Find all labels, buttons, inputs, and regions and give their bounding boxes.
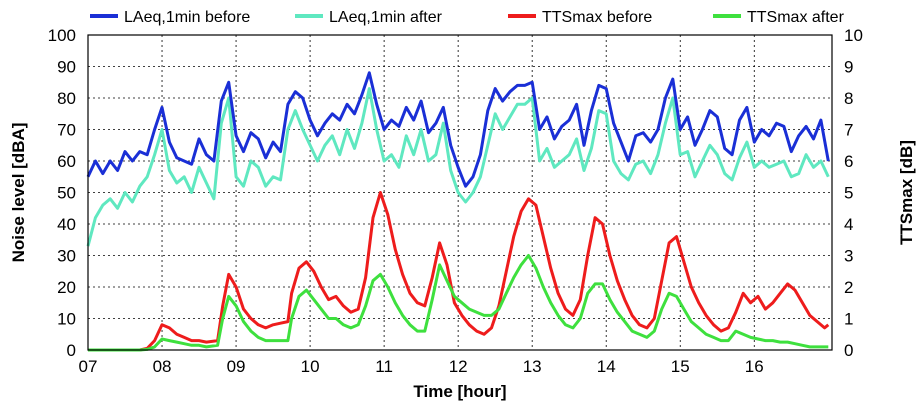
legend-label: LAeq,1min after <box>329 9 443 26</box>
x-tick-label: 13 <box>523 357 542 376</box>
series-lines <box>86 71 830 352</box>
y-tick-label: 10 <box>57 310 76 329</box>
x-tick-label: 14 <box>597 357 616 376</box>
y2-tick-label: 6 <box>844 152 853 171</box>
x-tick-label: 12 <box>449 357 468 376</box>
series-line-2 <box>86 87 830 247</box>
plot-frame <box>87 34 833 351</box>
y2-tick-label: 0 <box>844 341 853 360</box>
y-tick-label: 60 <box>57 152 76 171</box>
y2-tick-label: 2 <box>844 278 853 297</box>
x-tick-label: 11 <box>375 357 393 376</box>
y2-tick-label: 7 <box>844 121 853 140</box>
y-axis-title: Noise level [dBA] <box>9 123 28 263</box>
x-tick-label: 07 <box>79 357 98 376</box>
series-line-4 <box>88 254 829 352</box>
y2-tick-label: 4 <box>844 215 853 234</box>
y-tick-label: 80 <box>57 89 76 108</box>
series-line-3 <box>88 191 830 352</box>
x-tick-label: 10 <box>301 357 320 376</box>
y2-tick-label: 9 <box>844 58 853 77</box>
y-tick-label: 0 <box>67 341 76 360</box>
y-tick-label: 30 <box>57 247 76 266</box>
y2-tick-label: 3 <box>844 247 853 266</box>
y-tick-label: 100 <box>48 26 76 45</box>
y-tick-label: 40 <box>57 215 76 234</box>
y2-axis-title: TTSmax [dB] <box>897 140 916 245</box>
y2-tick-label: 10 <box>844 26 863 45</box>
legend-label: TTSmax after <box>747 9 845 26</box>
x-tick-label: 09 <box>227 357 246 376</box>
x-tick-label: 08 <box>153 357 172 376</box>
y2-tick-label: 8 <box>844 89 853 108</box>
x-tick-label: 15 <box>671 357 690 376</box>
series-line-1 <box>86 71 830 188</box>
y2-tick-label: 5 <box>844 184 853 203</box>
x-tick-label: 16 <box>745 357 764 376</box>
y-tick-label: 90 <box>57 58 76 77</box>
legend: LAeq,1min before LAeq,1min after TTSmax be… <box>90 9 845 26</box>
legend-label: TTSmax before <box>542 9 652 26</box>
legend-label: LAeq,1min before <box>124 9 250 26</box>
x-axis-title: Time [hour] <box>413 382 506 401</box>
y-tick-label: 50 <box>57 184 76 203</box>
y2-tick-label: 1 <box>844 310 853 329</box>
y-tick-label: 70 <box>57 121 76 140</box>
tick-labels: 07 08 09 10 11 12 13 14 15 1601020304050607080901… <box>48 26 863 376</box>
y-tick-label: 20 <box>57 278 76 297</box>
